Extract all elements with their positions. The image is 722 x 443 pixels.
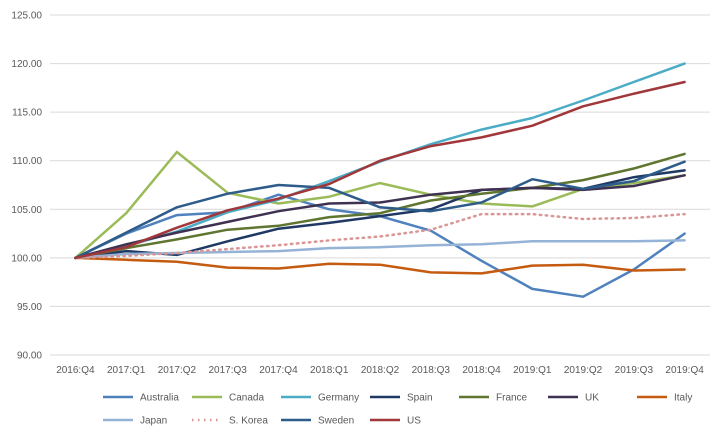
legend-item: Italy: [637, 393, 692, 404]
series-line-italy: [74, 256, 686, 275]
y-tick-label: 115.00: [12, 108, 42, 119]
series-line-us: [74, 80, 686, 260]
y-tick-label: 95.00: [17, 302, 42, 313]
legend-label: UK: [585, 393, 599, 404]
legend-item: Germany: [281, 393, 359, 404]
x-tick-label: 2017:Q2: [158, 365, 197, 376]
legend-item: Spain: [370, 393, 433, 404]
legend-item: France: [459, 393, 528, 404]
legend-item: S. Korea: [192, 416, 268, 427]
legend-item: Japan: [103, 416, 167, 427]
legend-label: France: [496, 393, 528, 404]
y-tick-label: 90.00: [17, 351, 42, 362]
legend-item: Sweden: [281, 416, 354, 427]
y-tick-label: 110.00: [12, 156, 42, 167]
x-tick-label: 2019:Q3: [615, 365, 654, 376]
x-axis-ticks: 2016:Q4 2017:Q1 2017:Q2 2017:Q3 2017:Q4 2018:…: [56, 365, 704, 376]
x-tick-label: 2019:Q2: [564, 365, 603, 376]
legend-label: Germany: [318, 393, 359, 404]
y-tick-label: 120.00: [11, 59, 42, 70]
x-tick-label: 2017:Q4: [259, 365, 298, 376]
legend-label: Australia: [140, 393, 179, 404]
legend-item: US: [370, 416, 421, 427]
series-lines: [74, 62, 686, 298]
series-line-france: [74, 152, 686, 260]
y-tick-label: 100.00: [11, 253, 42, 264]
y-tick-label: 125.00: [11, 11, 42, 22]
series-line-sweden: [74, 160, 686, 260]
legend-item: Australia: [103, 393, 179, 404]
x-tick-label: 2017:Q3: [209, 365, 248, 376]
legend-label: Italy: [674, 393, 692, 404]
x-tick-label: 2017:Q1: [107, 365, 146, 376]
legend-label: US: [407, 416, 421, 427]
legend-item: Canada: [192, 393, 264, 404]
x-tick-label: 2018:Q2: [361, 365, 400, 376]
x-tick-label: 2019:Q4: [665, 365, 704, 376]
legend-label: Canada: [229, 393, 264, 404]
legend-item: UK: [548, 393, 599, 404]
legend: Australia Canada Germany Spain France UK Italy…: [103, 393, 692, 427]
x-tick-label: 2016:Q4: [56, 365, 95, 376]
x-tick-label: 2018:Q4: [462, 365, 501, 376]
y-tick-label: 105.00: [11, 205, 42, 216]
x-tick-label: 2018:Q1: [310, 365, 349, 376]
legend-label: Spain: [407, 393, 433, 404]
legend-label: Sweden: [318, 416, 354, 427]
x-tick-label: 2018:Q3: [412, 365, 451, 376]
series-line-s-korea: [74, 212, 686, 260]
legend-label: S. Korea: [229, 416, 268, 427]
y-axis-ticks: 90.00 95.00 100.00 105.00 110.00 115.00 120.00…: [11, 11, 42, 362]
series-line-australia: [74, 193, 686, 298]
legend-label: Japan: [140, 416, 167, 427]
x-tick-label: 2019:Q1: [513, 365, 552, 376]
